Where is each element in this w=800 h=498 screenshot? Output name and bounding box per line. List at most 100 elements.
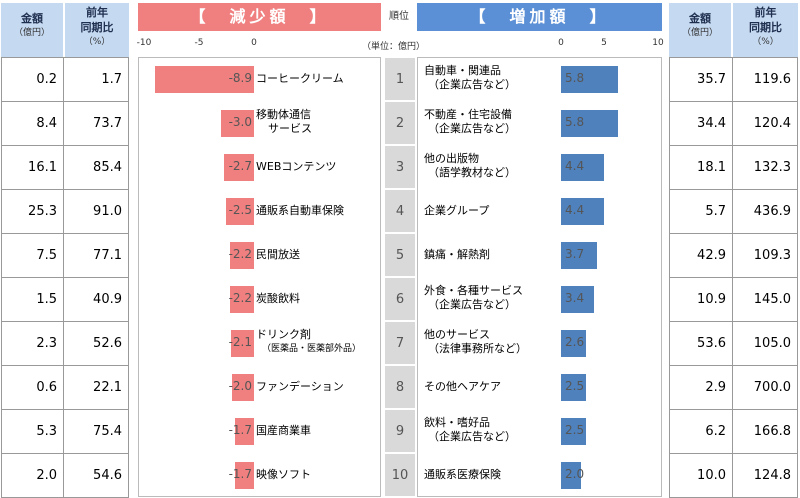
right-amount-header-unit: （億円） (681, 28, 718, 38)
increase-bar (561, 374, 586, 401)
increase-bar (561, 462, 581, 489)
right-yoy-header: 前年 同期比 （%） (733, 3, 798, 57)
increase-label-line1: 不動産・住宅設備 (424, 108, 512, 121)
right-yoy-cell: 132.3 (732, 145, 798, 190)
decrease-value-label: -2.1 (228, 335, 252, 349)
increase-value-label: 2.0 (565, 467, 585, 481)
rank-value: 10 (391, 467, 409, 483)
increase-bar (561, 418, 586, 445)
increase-label-line2: （企業広告など） (428, 430, 516, 443)
decrease-value-label: -2.5 (228, 203, 252, 217)
left-amount-value: 7.5 (36, 248, 57, 263)
decrease-label: 民間放送 (256, 248, 380, 262)
left-amount-value: 0.6 (36, 380, 57, 395)
right-yoy-cell: 119.6 (732, 57, 798, 102)
increase-value-label: 2.5 (565, 379, 585, 393)
increase-label-line2: （企業広告など） (428, 298, 516, 311)
left-yoy-cell: 91.0 (63, 189, 129, 234)
left-amount-value: 0.2 (36, 72, 57, 87)
rank-value: 1 (395, 71, 405, 87)
right-amount-header: 金額 （億円） (669, 3, 731, 57)
right-axis-tick: 10 (652, 38, 664, 48)
right-amount-cell: 53.6 (669, 321, 733, 366)
increase-bar (561, 242, 598, 269)
right-amount-value: 35.7 (697, 72, 726, 87)
right-yoy-value: 109.3 (753, 248, 791, 263)
left-axis-tick: -10 (136, 38, 152, 48)
decrease-label-line2: （医薬品・医薬部外品） (262, 344, 362, 354)
left-yoy-value: 54.6 (93, 468, 122, 483)
increase-label: 外食・各種サービス （企業広告など） (424, 284, 559, 312)
decrease-label: 国産商業車 (256, 424, 380, 438)
right-amount-cell: 2.9 (669, 365, 733, 410)
increase-label: 飲料・嗜好品 （企業広告など） (424, 416, 559, 444)
decrease-label: WEBコンテンツ (256, 160, 380, 174)
right-yoy-value: 700.0 (753, 380, 791, 395)
decrease-value-label: -2.0 (228, 379, 252, 393)
decrease-bar (224, 154, 254, 181)
decrease-value-label: -2.2 (228, 247, 252, 261)
right-amount-cell: 10.9 (669, 277, 733, 322)
right-amount-value: 42.9 (697, 248, 726, 263)
left-axis-tick: -5 (194, 38, 204, 48)
right-yoy-header-line2: 同期比 (749, 21, 782, 34)
decrease-bar (229, 242, 254, 269)
decrease-value-label: -8.9 (228, 71, 252, 85)
left-amount-header-unit: （億円） (13, 28, 50, 38)
increase-label: 通販系医療保険 (424, 468, 559, 482)
left-amount-cell: 5.3 (1, 409, 64, 454)
right-yoy-cell: 145.0 (732, 277, 798, 322)
increase-value-label: 2.6 (565, 335, 585, 349)
decrease-label-line1: 国産商業車 (256, 424, 311, 437)
right-amount-cell: 35.7 (669, 57, 733, 102)
left-amount-cell: 0.2 (1, 57, 64, 102)
left-amount-value: 5.3 (36, 424, 57, 439)
left-yoy-value: 77.1 (93, 248, 122, 263)
increase-value-label: 2.5 (565, 423, 585, 437)
decrease-label: 映像ソフト (256, 468, 380, 482)
right-yoy-cell: 700.0 (732, 365, 798, 410)
left-yoy-value: 22.1 (93, 380, 122, 395)
left-yoy-cell: 54.6 (63, 453, 129, 498)
increase-bar (561, 286, 595, 313)
left-amount-header-label: 金額 (21, 12, 43, 25)
increase-value-label: 4.4 (565, 159, 585, 173)
left-amount-cell: 1.5 (1, 277, 64, 322)
left-yoy-cell: 75.4 (63, 409, 129, 454)
increase-label: 他の出版物 （語学教材など） (424, 152, 559, 180)
rank-cell: 3 (385, 146, 415, 188)
increase-value-label: 4.4 (565, 203, 585, 217)
increase-label-line2: （企業広告など） (428, 78, 516, 91)
right-amount-value: 10.0 (697, 468, 726, 483)
right-yoy-cell: 109.3 (732, 233, 798, 278)
right-yoy-cell: 436.9 (732, 189, 798, 234)
increase-label-line1: 鎮痛・解熱剤 (424, 248, 490, 261)
left-amount-value: 2.0 (36, 468, 57, 483)
right-amount-cell: 34.4 (669, 101, 733, 146)
increase-bar (561, 110, 618, 137)
left-amount-cell: 2.3 (1, 321, 64, 366)
left-amount-cell: 7.5 (1, 233, 64, 278)
decrease-label: 炭酸飲料 (256, 292, 380, 306)
decrease-label: ファンデーション (256, 380, 380, 394)
right-amount-value: 53.6 (697, 336, 726, 351)
decrease-bar (235, 418, 254, 445)
increase-label: 不動産・住宅設備 （企業広告など） (424, 108, 559, 136)
rank-cell: 1 (385, 58, 415, 100)
decrease-label-line2: サービス (268, 122, 312, 135)
increase-title: 【 増加額 】 (417, 3, 662, 31)
increase-bar (561, 198, 605, 225)
right-amount-cell: 10.0 (669, 453, 733, 498)
decrease-bar (229, 286, 254, 313)
decrease-label: ドリンク剤 （医薬品・医薬部外品） (256, 328, 380, 356)
right-yoy-value: 119.6 (753, 72, 791, 87)
left-yoy-value: 1.7 (101, 72, 122, 87)
decrease-label-line1: 通販系自動車保険 (256, 204, 344, 217)
decrease-label: 移動体通信 サービス (256, 108, 380, 136)
rank-value: 4 (395, 203, 405, 219)
right-yoy-cell: 105.0 (732, 321, 798, 366)
decrease-value-label: -1.7 (228, 467, 252, 481)
right-yoy-value: 132.3 (753, 160, 791, 175)
right-axis-tick: 0 (558, 38, 564, 48)
decrease-label: コーヒークリーム (256, 72, 380, 86)
